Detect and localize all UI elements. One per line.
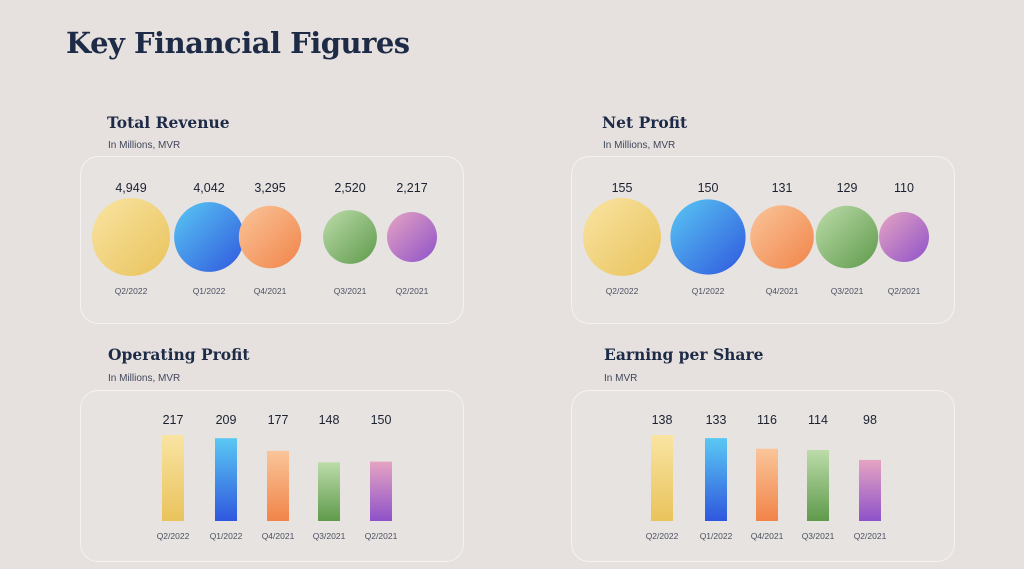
value-label-q2-2022: 155 (612, 181, 633, 195)
bar-q3-2021 (807, 450, 829, 521)
category-label-q3-2021: Q3/2021 (313, 531, 346, 541)
category-label-q2-2022: Q2/2022 (606, 286, 639, 296)
value-label-q1-2022: 4,042 (193, 181, 224, 195)
category-label-q1-2022: Q1/2022 (210, 531, 243, 541)
category-label-q4-2021: Q4/2021 (254, 286, 287, 296)
category-label-q3-2021: Q3/2021 (334, 286, 367, 296)
category-label-q1-2022: Q1/2022 (700, 531, 733, 541)
panel-title-operating-profit: Operating Profit (108, 345, 250, 364)
category-label-q2-2021: Q2/2021 (888, 286, 921, 296)
value-label-q3-2021: 2,520 (334, 181, 365, 195)
total-revenue-chart: 4,949 Q2/2022 4,042 Q1/2022 3,295 Q4/2021 2,52… (92, 181, 437, 296)
value-label-q2-2021: 2,217 (396, 181, 427, 195)
value-label-q4-2021: 116 (757, 413, 777, 427)
bar-q3-2021 (318, 462, 340, 521)
bar-q1-2022 (215, 438, 237, 521)
bubble-q2-2021 (387, 212, 437, 262)
bubble-q2-2021 (879, 212, 929, 262)
bubble-q3-2021 (815, 205, 879, 269)
bubble-q1-2022 (670, 199, 746, 275)
panel-subtitle-operating-profit: In Millions, MVR (108, 373, 181, 384)
value-label-q2-2022: 4,949 (115, 181, 146, 195)
category-label-q2-2022: Q2/2022 (646, 531, 679, 541)
value-label-q2-2021: 110 (894, 181, 914, 195)
bubble-q4-2021 (238, 205, 302, 269)
bar-q4-2021 (756, 448, 778, 521)
panel-title-net-profit: Net Profit (602, 113, 688, 132)
value-label-q3-2021: 114 (808, 413, 828, 427)
net-profit-chart: 155 Q2/2022 150 Q1/2022 131 Q4/2021 129 Q3/2021… (583, 181, 929, 296)
bar-q1-2022 (705, 438, 727, 521)
bubble-q2-2022 (92, 198, 170, 276)
category-label-q4-2021: Q4/2021 (766, 286, 799, 296)
category-label-q1-2022: Q1/2022 (692, 286, 725, 296)
panel-title-total-revenue: Total Revenue (107, 113, 230, 132)
panel-subtitle-net-profit: In Millions, MVR (603, 140, 676, 151)
bubble-q1-2022 (174, 202, 244, 272)
category-label-q2-2022: Q2/2022 (115, 286, 148, 296)
value-label-q1-2022: 133 (706, 413, 727, 427)
value-label-q2-2022: 217 (163, 413, 184, 427)
category-label-q2-2021: Q2/2021 (854, 531, 887, 541)
operating-profit-chart: 217 Q2/2022 209 Q1/2022 177 Q4/2021 148 Q3/2021… (157, 413, 398, 541)
category-label-q3-2021: Q3/2021 (831, 286, 864, 296)
panel-title-earning-per-share: Earning per Share (604, 345, 764, 364)
bar-q2-2022 (651, 435, 673, 521)
value-label-q4-2021: 177 (268, 413, 289, 427)
bar-q2-2022 (162, 435, 184, 521)
value-label-q4-2021: 3,295 (254, 181, 285, 195)
category-label-q2-2021: Q2/2021 (365, 531, 398, 541)
value-label-q3-2021: 129 (837, 181, 858, 195)
panel-subtitle-earning-per-share: In MVR (604, 373, 638, 384)
panel-subtitle-total-revenue: In Millions, MVR (108, 140, 181, 151)
bar-q2-2021 (859, 459, 881, 521)
value-label-q3-2021: 148 (319, 413, 340, 427)
value-label-q1-2022: 209 (216, 413, 237, 427)
category-label-q3-2021: Q3/2021 (802, 531, 835, 541)
category-label-q4-2021: Q4/2021 (751, 531, 784, 541)
value-label-q2-2021: 98 (863, 413, 877, 427)
category-label-q4-2021: Q4/2021 (262, 531, 295, 541)
page-title: Key Financial Figures (66, 26, 410, 60)
value-label-q4-2021: 131 (772, 181, 793, 195)
value-label-q2-2022: 138 (652, 413, 673, 427)
category-label-q1-2022: Q1/2022 (193, 286, 226, 296)
bar-q4-2021 (267, 450, 289, 521)
bubble-q2-2022 (583, 198, 661, 276)
earning-per-share-chart: 138 Q2/2022 133 Q1/2022 116 Q4/2021 114 Q3/2021… (646, 413, 887, 541)
bubble-q3-2021 (323, 210, 377, 264)
value-label-q1-2022: 150 (698, 181, 719, 195)
value-label-q2-2021: 150 (371, 413, 392, 427)
category-label-q2-2022: Q2/2022 (157, 531, 190, 541)
bubble-q4-2021 (750, 205, 814, 269)
category-label-q2-2021: Q2/2021 (396, 286, 429, 296)
bar-q2-2021 (370, 461, 392, 521)
